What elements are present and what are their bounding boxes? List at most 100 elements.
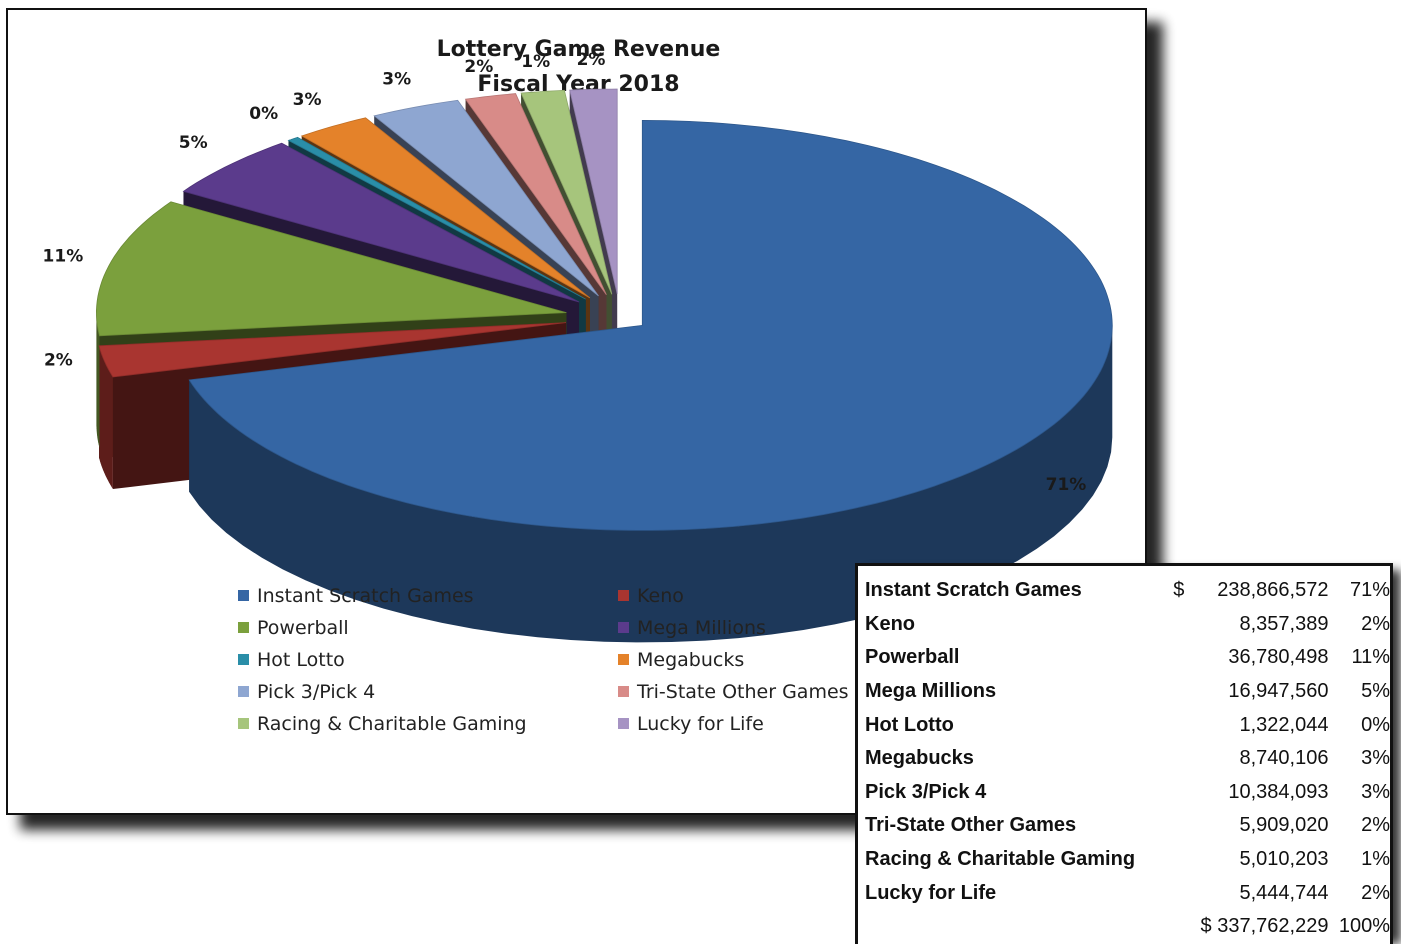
table-cell-game: Racing & Charitable Gaming [865,848,1136,871]
pie-slice-tri-state-other-games [464,93,607,296]
table-cell-blank [865,910,1201,944]
table-cell-game: Hot Lotto [865,713,954,736]
table-cell-currency [1173,843,1200,877]
legend-label: Pick 3/Pick 4 [257,680,376,703]
pie-slice-megabucks [300,117,591,299]
table-cell-amount: 5,444,744 [1239,881,1329,904]
table-cell-currency [1173,776,1200,810]
table-cell-amount: 1,322,044 [1239,713,1329,736]
pie-label-instant-scratch-games: 71% [1046,475,1087,495]
pie-label-lucky-for-life: 2% [577,50,606,70]
chart-legend: Instant Scratch Games Keno Powerball Mega M… [238,583,878,736]
table-cell-percent: 3% [1361,747,1390,770]
revenue-table-panel: Instant Scratch Games $238,866,572 71% Keno… [855,563,1393,944]
chart-title-line-1: Lottery Game Revenue [436,37,721,62]
table-cell-amount: 8,357,389 [1239,612,1329,635]
legend-item-megabucks: Megabucks [618,647,878,672]
table-row: Instant Scratch Games $238,866,572 71% [865,574,1390,608]
chart-title: Lottery Game Revenue Fiscal Year 2018 [8,32,1149,102]
table-cell-game: Keno [865,612,915,635]
legend-label: Megabucks [637,648,745,671]
table-cell-currency [1173,809,1200,843]
table-cell-amount: 8,740,106 [1239,747,1329,770]
table-total-percent: 100% [1338,915,1390,938]
legend-item-tri-state-other-games: Tri-State Other Games [618,679,878,704]
table-row: Racing & Charitable Gaming 5,010,203 1% [865,843,1390,877]
legend-swatch [238,654,249,665]
legend-item-racing-charitable-gaming: Racing & Charitable Gaming [238,711,618,736]
pie-label-tri-state-other-games: 2% [464,57,493,77]
table-cell-percent: 11% [1351,646,1390,669]
table-cell-percent: 1% [1361,848,1390,871]
pie-slice-instant-scratch-games [188,119,1113,531]
table-cell-percent: 2% [1361,814,1390,837]
legend-item-pick-3-pick-4: Pick 3/Pick 4 [238,679,618,704]
pie-slice-lucky-for-life [569,88,618,295]
legend-swatch [238,686,249,697]
table-row: Tri-State Other Games 5,909,020 2% [865,809,1390,843]
legend-swatch [238,590,249,601]
table-cell-amount: 36,780,498 [1228,646,1329,669]
legend-label: Tri-State Other Games [637,680,849,703]
legend-swatch [618,654,629,665]
table-row: Keno 8,357,389 2% [865,608,1390,642]
table-cell-percent: 0% [1361,713,1390,736]
legend-swatch [618,622,629,633]
table-cell-game: Instant Scratch Games [865,579,1082,602]
pie-label-keno: 2% [44,350,73,370]
table-cell-currency [1173,675,1200,709]
legend-label: Lucky for Life [637,712,764,735]
revenue-table: Instant Scratch Games $238,866,572 71% Keno… [865,574,1390,944]
table-cell-amount: 238,866,572 [1217,579,1329,602]
legend-label: Racing & Charitable Gaming [257,712,527,735]
legend-item-hot-lotto: Hot Lotto [238,647,618,672]
legend-swatch [238,622,249,633]
pie-label-racing-charitable-gaming: 1% [521,52,550,72]
table-cell-game: Lucky for Life [865,881,997,904]
table-cell-percent: 5% [1361,680,1390,703]
legend-swatch [618,590,629,601]
table-cell-percent: 3% [1361,780,1390,803]
table-cell-amount: 5,010,203 [1239,848,1329,871]
pie-slice-pick-3-pick-4 [373,99,599,297]
legend-label: Keno [637,584,684,607]
table-cell-amount: 5,909,020 [1239,814,1329,837]
pie-slice-powerball [95,201,567,337]
pie-label-megabucks: 3% [293,90,322,110]
legend-label: Powerball [257,616,349,639]
legend-item-powerball: Powerball [238,615,618,640]
table-cell-currency [1173,608,1200,642]
table-cell-amount: 10,384,093 [1228,780,1329,803]
pie-slice-hot-lotto [287,136,586,300]
table-cell-percent: 2% [1361,881,1390,904]
pie-label-pick-3-pick-4: 3% [382,69,411,89]
legend-item-instant-scratch-games: Instant Scratch Games [238,583,618,608]
legend-swatch [618,718,629,729]
pie-label-hot-lotto: 0% [249,104,278,124]
pie-slice-mega-millions [182,142,580,303]
pie-rim-keno [99,345,113,489]
table-cell-percent: 2% [1361,612,1390,635]
table-row: Lucky for Life 5,444,744 2% [865,876,1390,910]
table-row: Pick 3/Pick 4 10,384,093 3% [865,776,1390,810]
table-cell-game: Tri-State Other Games [865,814,1077,837]
legend-item-mega-millions: Mega Millions [618,615,878,640]
table-cell-currency [1173,708,1200,742]
pie-rim-powerball [96,312,100,448]
pie-label-powerball: 11% [43,246,84,266]
table-cell-percent: 71% [1349,579,1390,602]
table-row: Megabucks 8,740,106 3% [865,742,1390,776]
legend-label: Hot Lotto [257,648,345,671]
pie-slice-keno [98,322,567,378]
legend-swatch [238,718,249,729]
table-cell-currency: $ [1173,579,1185,602]
table-cell-currency [1173,641,1200,675]
table-row: Powerball 36,780,498 11% [865,641,1390,675]
legend-label: Instant Scratch Games [257,584,474,607]
table-cell-game: Pick 3/Pick 4 [865,780,987,803]
table-total-row: $ 337,762,229 100% [865,910,1390,944]
table-row: Hot Lotto 1,322,044 0% [865,708,1390,742]
table-cell-game: Powerball [865,646,960,669]
table-cell-game: Megabucks [865,747,974,770]
